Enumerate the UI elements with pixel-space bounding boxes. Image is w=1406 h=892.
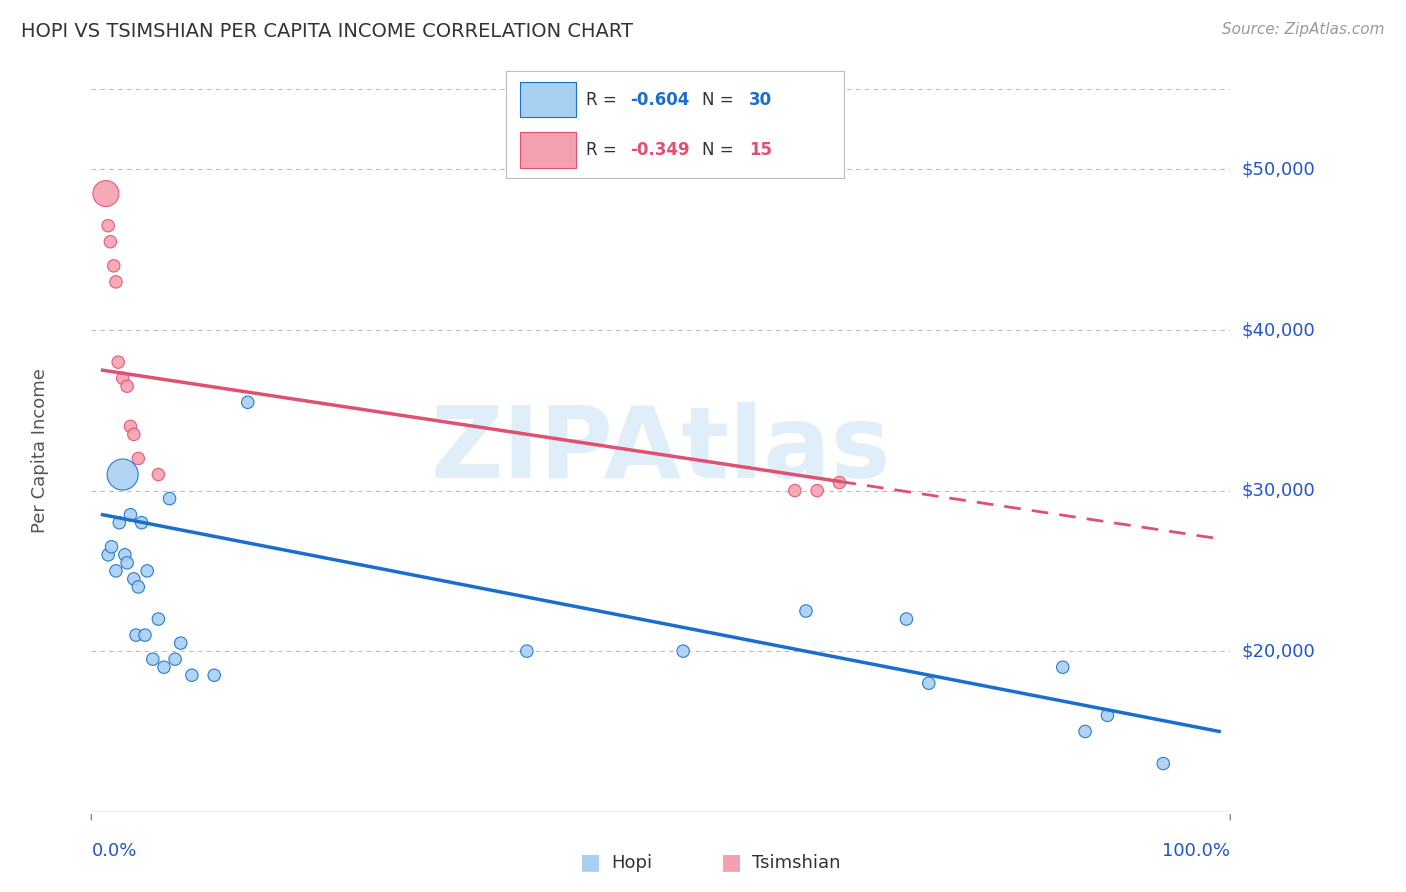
Point [1180, 837, 1202, 851]
Point [236, 395, 259, 409]
Point [125, 628, 148, 642]
Text: $20,000: $20,000 [1241, 642, 1315, 660]
Point [159, 491, 181, 506]
Text: ZIPAtlas: ZIPAtlas [430, 402, 891, 499]
Point [1052, 660, 1074, 674]
Text: $40,000: $40,000 [1241, 321, 1315, 339]
Point [516, 644, 538, 658]
Text: R =: R = [586, 141, 623, 159]
Point [131, 516, 153, 530]
Point [97, 219, 120, 233]
Point [115, 556, 138, 570]
Text: 100.0%: 100.0% [1163, 842, 1230, 860]
Point [1074, 724, 1097, 739]
Point [104, 275, 127, 289]
Point [165, 652, 187, 666]
Bar [520, 132, 576, 168]
Point [107, 355, 129, 369]
Bar [520, 82, 576, 118]
Point [127, 580, 149, 594]
Point [1097, 708, 1119, 723]
Point [136, 564, 159, 578]
Text: Source: ZipAtlas.com: Source: ZipAtlas.com [1222, 22, 1385, 37]
Text: N =: N = [702, 141, 738, 159]
Point [828, 475, 851, 490]
Point [111, 371, 134, 385]
Point [120, 508, 142, 522]
Point [896, 612, 918, 626]
Point [783, 483, 806, 498]
Point [918, 676, 941, 690]
Text: N =: N = [702, 91, 738, 109]
Point [202, 668, 225, 682]
Point [115, 379, 138, 393]
Text: ■: ■ [721, 853, 741, 872]
Point [98, 235, 122, 249]
Point [114, 548, 136, 562]
Point [153, 660, 176, 674]
Point [103, 259, 125, 273]
Point [134, 628, 156, 642]
Point [122, 427, 145, 442]
Text: $30,000: $30,000 [1241, 482, 1315, 500]
Point [794, 604, 817, 618]
Point [1152, 756, 1174, 771]
Point [142, 652, 165, 666]
Point [672, 644, 695, 658]
Text: $50,000: $50,000 [1241, 161, 1315, 178]
Text: 30: 30 [749, 91, 772, 109]
Text: 0.0%: 0.0% [91, 842, 136, 860]
Point [100, 540, 122, 554]
Point [1129, 829, 1152, 843]
Point [111, 467, 134, 482]
Point [108, 516, 131, 530]
Point [122, 572, 145, 586]
Text: Hopi: Hopi [612, 855, 652, 872]
Point [1168, 829, 1191, 843]
Text: -0.604: -0.604 [630, 91, 690, 109]
Text: 15: 15 [749, 141, 772, 159]
Point [148, 612, 170, 626]
Point [97, 548, 120, 562]
Text: Per Capita Income: Per Capita Income [31, 368, 49, 533]
Text: ■: ■ [581, 853, 600, 872]
Text: R =: R = [586, 91, 623, 109]
Text: HOPI VS TSIMSHIAN PER CAPITA INCOME CORRELATION CHART: HOPI VS TSIMSHIAN PER CAPITA INCOME CORR… [21, 22, 633, 41]
Point [180, 668, 202, 682]
Point [148, 467, 170, 482]
Point [806, 483, 828, 498]
Point [94, 186, 117, 201]
Text: -0.349: -0.349 [630, 141, 690, 159]
Point [120, 419, 142, 434]
Point [170, 636, 193, 650]
Point [104, 564, 127, 578]
Point [127, 451, 149, 466]
Text: Tsimshian: Tsimshian [752, 855, 841, 872]
